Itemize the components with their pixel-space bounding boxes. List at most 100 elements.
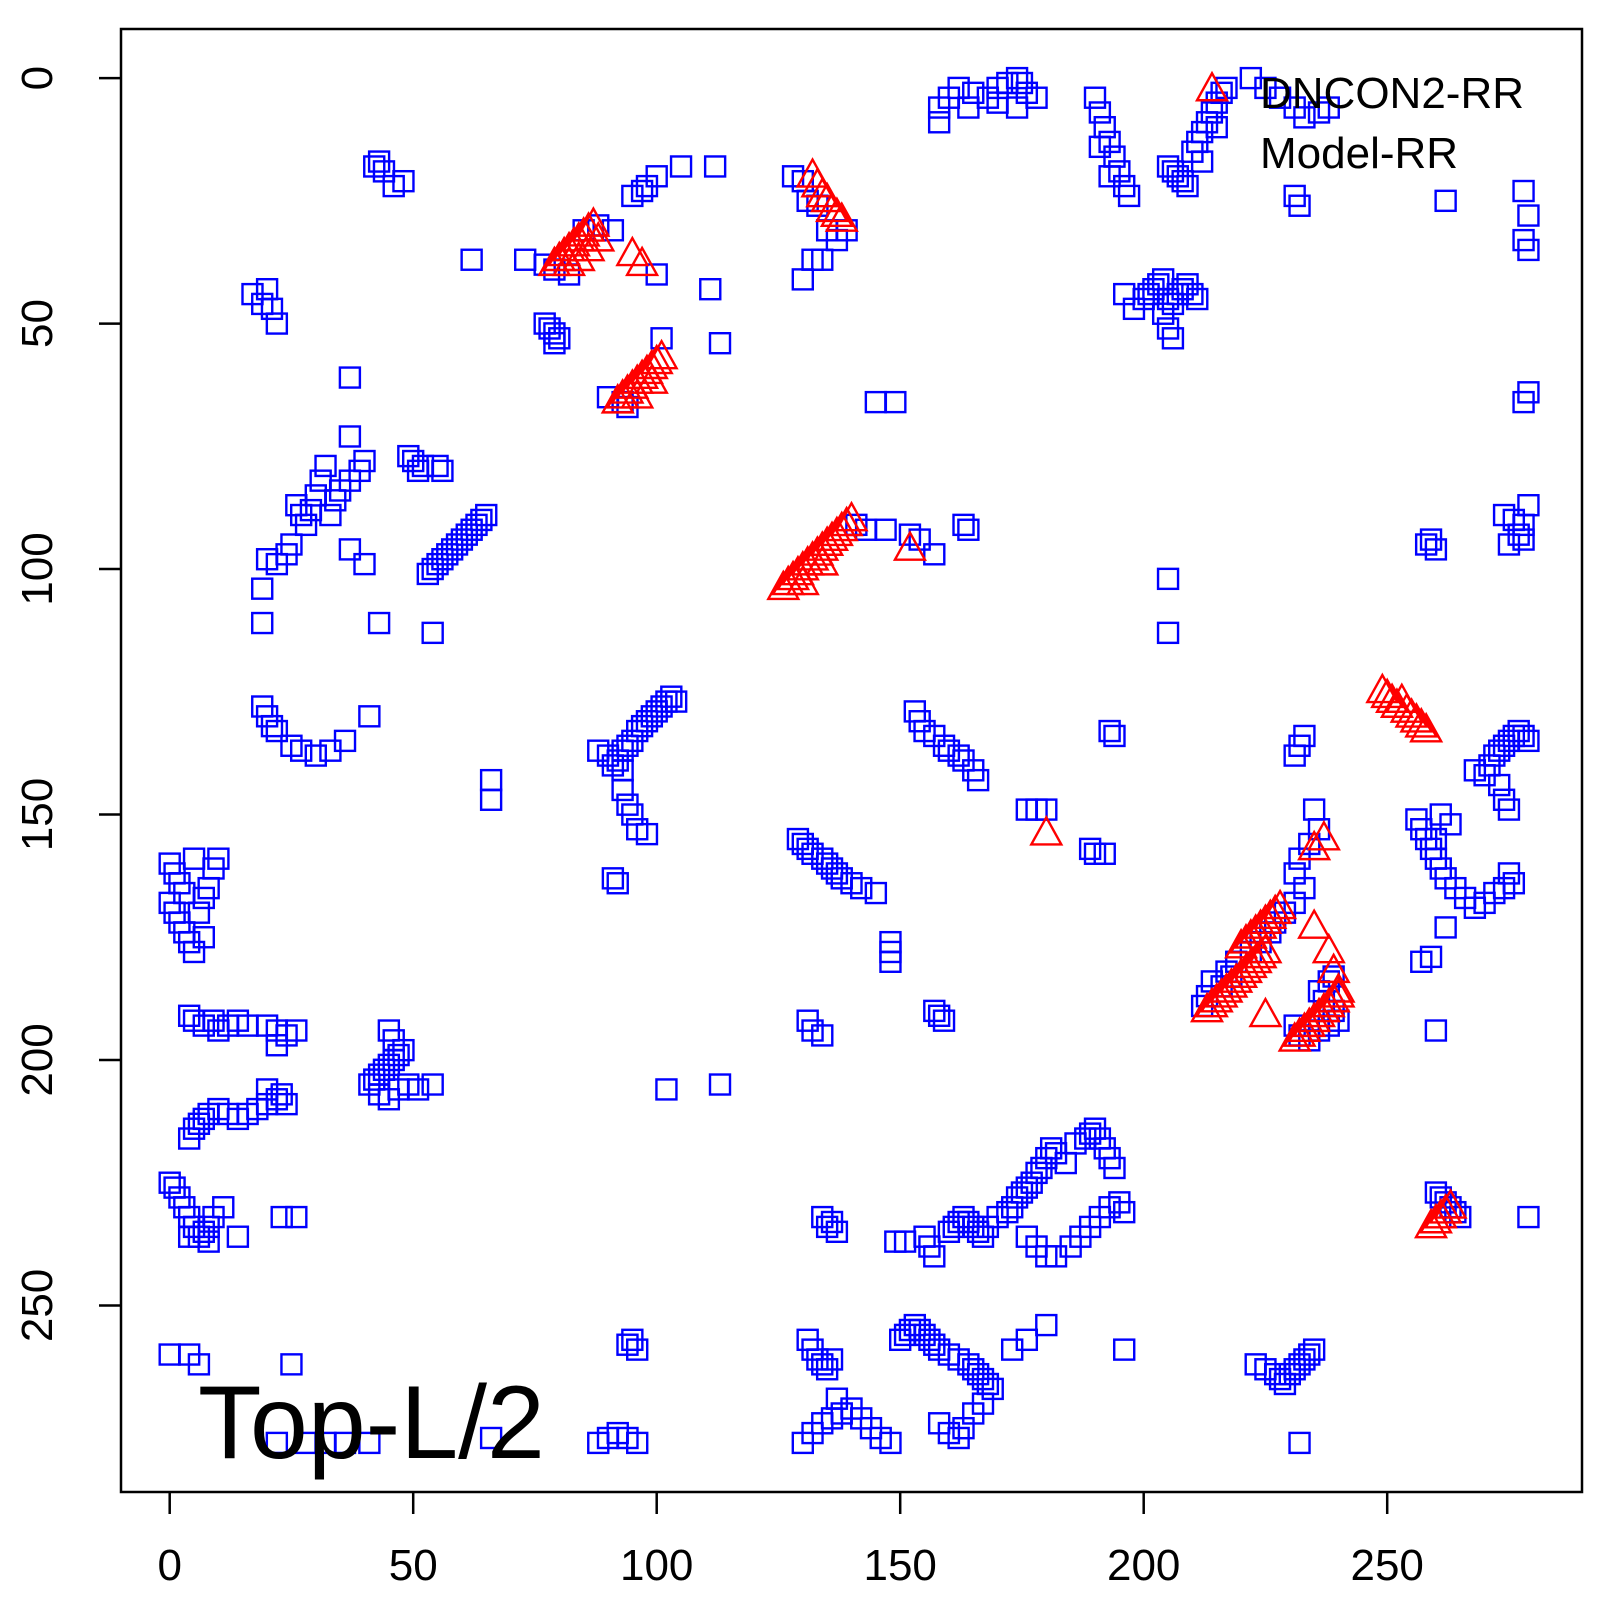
point-model-rr: [1517, 204, 1540, 227]
point-model-rr: [1176, 174, 1199, 198]
point-model-rr: [187, 1353, 211, 1376]
point-model-rr: [1517, 1205, 1540, 1229]
point-model-rr: [460, 248, 483, 271]
point-model-rr: [927, 111, 951, 134]
point-model-rr: [285, 494, 308, 517]
point-model-rr: [660, 685, 683, 708]
point-model-rr: [1488, 773, 1511, 797]
point-dncon2-rr: [1433, 1188, 1468, 1219]
point-model-rr: [606, 872, 629, 895]
point-model-rr: [791, 268, 814, 291]
point-model-rr: [358, 705, 381, 728]
point-model-rr: [703, 155, 727, 178]
y-tick-label: 100: [13, 532, 62, 605]
plot-frame: [119, 27, 1584, 1494]
point-model-rr: [304, 744, 327, 767]
point-model-rr: [251, 611, 274, 635]
point-model-rr: [280, 1353, 303, 1376]
point-dncon2-rr: [1238, 913, 1273, 944]
point-model-rr: [1088, 101, 1112, 124]
point-model-rr: [1113, 1338, 1136, 1361]
point-model-rr: [1512, 528, 1535, 551]
point-model-rr: [187, 901, 211, 924]
point-model-rr: [699, 277, 722, 301]
point-model-rr: [708, 1073, 732, 1096]
point-model-rr: [1171, 169, 1194, 193]
point-model-rr: [1302, 1338, 1326, 1361]
point-model-rr: [874, 518, 897, 541]
point-model-rr: [927, 1412, 951, 1435]
point-model-rr: [1098, 165, 1121, 188]
point-model-rr: [1419, 945, 1443, 969]
point-model-rr: [1035, 1313, 1058, 1337]
point-dncon2-rr: [1194, 986, 1229, 1018]
point-model-rr: [1424, 1019, 1448, 1042]
point-model-rr: [265, 1431, 289, 1455]
point-model-rr: [611, 778, 634, 802]
point-model-rr: [1424, 538, 1448, 561]
point-dncon2-rr: [552, 245, 587, 277]
point-dncon2-rr: [824, 510, 859, 542]
point-model-rr: [1463, 759, 1487, 782]
point-dncon2-rr: [1248, 903, 1283, 934]
point-model-rr: [265, 312, 289, 335]
point-model-rr: [923, 543, 946, 566]
point-model-rr: [207, 847, 230, 870]
point-model-rr: [1122, 297, 1146, 321]
point-model-rr: [1103, 1156, 1126, 1180]
x-tick-label: 50: [389, 1541, 438, 1590]
point-model-rr: [182, 847, 206, 870]
point-model-rr: [820, 1348, 844, 1371]
point-model-rr: [1098, 719, 1121, 743]
x-tick-label: 200: [1107, 1541, 1180, 1590]
point-model-rr: [626, 1338, 649, 1361]
point-dncon2-rr: [1224, 927, 1259, 959]
point-model-rr: [1517, 729, 1540, 753]
point-model-rr: [1317, 96, 1340, 119]
point-dncon2-rr: [1413, 1207, 1449, 1239]
point-dncon2-rr: [1379, 687, 1414, 718]
point-model-rr: [947, 744, 970, 767]
point-dncon2-rr: [634, 363, 669, 394]
point-model-rr: [260, 297, 284, 321]
point-dncon2-rr: [1199, 981, 1234, 1013]
point-model-rr: [1205, 115, 1228, 139]
point-dncon2-rr: [795, 540, 830, 571]
point-model-rr: [811, 1024, 834, 1047]
point-model-rr: [1497, 533, 1521, 556]
point-model-rr: [1181, 282, 1204, 306]
point-model-rr: [879, 950, 902, 973]
point-model-rr: [387, 1043, 410, 1067]
point-model-rr: [1283, 744, 1306, 767]
point-model-rr: [353, 552, 376, 576]
point-model-rr: [275, 1092, 298, 1116]
point-dncon2-rr: [644, 338, 679, 370]
point-model-rr: [1025, 86, 1048, 109]
point-model-rr: [879, 1431, 902, 1455]
point-model-rr: [1088, 135, 1112, 159]
y-tick-label: 50: [13, 299, 62, 348]
point-model-rr: [1288, 1431, 1311, 1455]
legend-marker-dncon2-rr: [1194, 70, 1230, 102]
legend-label-dncon2-rr: DNCON2-RR: [1260, 69, 1524, 118]
x-tick-label: 100: [620, 1541, 693, 1590]
point-model-rr: [338, 366, 362, 389]
point-model-rr: [655, 1078, 678, 1101]
point-model-rr: [1113, 1200, 1136, 1224]
point-model-rr: [285, 1019, 308, 1042]
point-model-rr: [635, 822, 659, 846]
point-model-rr: [957, 96, 980, 119]
point-dncon2-rr: [561, 240, 596, 272]
point-model-rr: [543, 332, 566, 355]
point-model-rr: [1078, 837, 1102, 861]
point-model-rr: [358, 1431, 381, 1455]
point-model-rr: [270, 1205, 293, 1229]
point-model-rr: [289, 739, 313, 762]
point-dncon2-rr: [1189, 991, 1225, 1023]
y-tick-label: 200: [13, 1023, 62, 1096]
point-model-rr: [1293, 106, 1316, 129]
point-model-rr: [333, 729, 357, 753]
x-tick-label: 0: [157, 1541, 181, 1590]
